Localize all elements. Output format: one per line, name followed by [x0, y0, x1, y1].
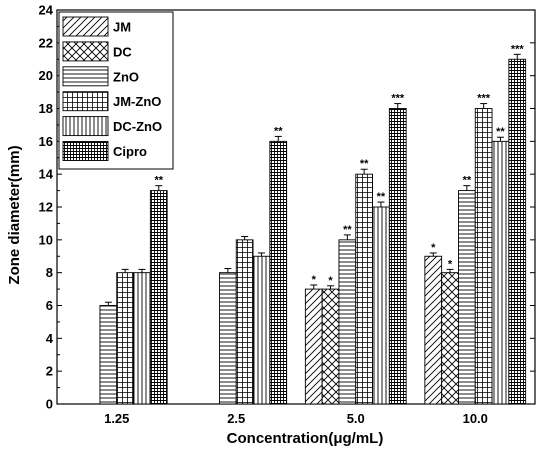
legend-swatch-zno — [62, 66, 109, 87]
bar-jm-5.0 — [304, 288, 323, 405]
legend-swatch-jm — [62, 16, 109, 37]
legend: JM DC ZnO JM-ZnO DC-ZnO Cipro — [58, 11, 174, 170]
significance-label: * — [431, 242, 436, 254]
bar-dc-zno-2.5 — [252, 255, 271, 405]
bar-jm-zno-10.0 — [474, 108, 493, 405]
bar-zno-5.0 — [338, 239, 357, 405]
bar-cipro-2.5 — [269, 140, 288, 405]
y-tick-label: 2 — [46, 364, 53, 379]
bar-zno-2.5 — [218, 272, 237, 405]
significance-label: ** — [463, 175, 472, 187]
significance-label: ** — [377, 191, 386, 203]
bar-zno-10.0 — [458, 190, 476, 405]
significance-label: * — [328, 275, 333, 287]
y-tick-label: 18 — [39, 101, 53, 116]
significance-label: ** — [274, 125, 283, 137]
bar-dc-10.0 — [441, 272, 459, 405]
legend-label-zno: ZnO — [113, 69, 139, 84]
legend-swatch-dc — [62, 41, 109, 62]
bar-dc-5.0 — [321, 288, 340, 405]
y-tick-label: 6 — [46, 298, 53, 313]
y-tick-label: 10 — [39, 232, 53, 247]
bar-cipro-10.0 — [508, 58, 527, 405]
bar-zno-1.25 — [99, 305, 118, 405]
legend-swatch-dc-zno — [62, 116, 109, 137]
y-tick-label: 24 — [39, 3, 54, 18]
legend-label-jm-zno: JM-ZnO — [113, 94, 161, 109]
y-tick-label: 12 — [39, 200, 53, 215]
bar-jm-zno-1.25 — [116, 272, 134, 405]
x-axis-title: Concentration(μg/mL) — [227, 430, 384, 447]
bar-cipro-1.25 — [149, 190, 168, 405]
x-tick-label: 2.5 — [227, 411, 245, 426]
x-tick-label: 5.0 — [347, 411, 365, 426]
significance-label: ** — [360, 158, 369, 170]
significance-label: ** — [496, 126, 505, 138]
legend-label-cipro: Cipro — [113, 144, 147, 159]
y-tick-label: 4 — [46, 331, 54, 346]
y-tick-label: 8 — [46, 265, 53, 280]
y-tick-label: 16 — [39, 134, 53, 149]
legend-label-dc: DC — [113, 44, 132, 59]
y-tick-label: 20 — [39, 68, 53, 83]
significance-label: ** — [154, 175, 163, 187]
bar-jm-zno-5.0 — [355, 173, 373, 405]
legend-label-jm: JM — [113, 20, 131, 35]
significance-label: ** — [343, 224, 352, 236]
x-axis: 1.25 2.5 5.0 10.0 — [104, 399, 488, 426]
significance-label: * — [312, 274, 317, 286]
y-tick-label: 22 — [39, 35, 53, 50]
significance-label: *** — [511, 43, 525, 55]
bar-dc-zno-10.0 — [491, 140, 510, 405]
bar-dc-zno-5.0 — [372, 206, 390, 405]
legend-swatch-cipro — [62, 141, 109, 161]
significance-label: * — [448, 258, 453, 270]
legend-label-dc-zno: DC-ZnO — [113, 119, 162, 134]
x-tick-label: 10.0 — [463, 411, 488, 426]
x-tick-label: 1.25 — [104, 411, 129, 426]
bar-dc-zno-1.25 — [133, 272, 151, 405]
legend-swatch-jm-zno — [62, 91, 109, 112]
bar-cipro-5.0 — [388, 108, 407, 405]
significance-label: *** — [477, 93, 491, 105]
bar-jm-zno-2.5 — [235, 239, 254, 405]
y-tick-label: 14 — [39, 167, 54, 182]
bar-jm-10.0 — [424, 255, 443, 405]
y-tick-label: 0 — [46, 397, 53, 412]
bar-series-group: ***** ********************** — [99, 43, 527, 405]
significance-label: *** — [391, 93, 405, 105]
y-axis-title: Zone diameter(mm) — [6, 145, 23, 284]
